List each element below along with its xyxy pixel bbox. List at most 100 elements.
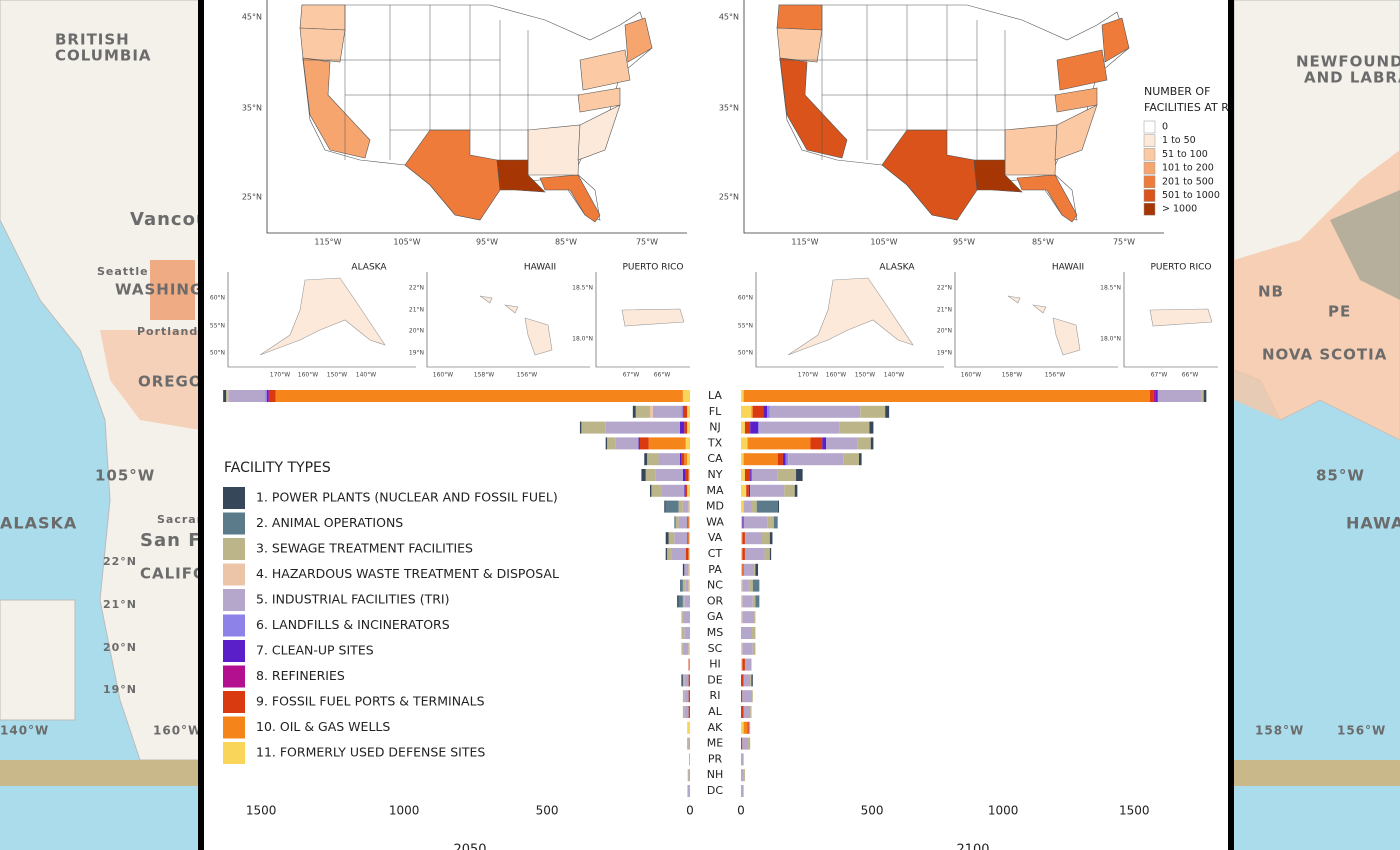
bar-segment bbox=[751, 674, 753, 687]
category-label: LA bbox=[708, 389, 722, 402]
legend-label: 4. HAZARDOUS WASTE TREATMENT & DISPOSAL bbox=[256, 566, 559, 581]
bar-segment bbox=[741, 484, 747, 497]
background-label: HAWA bbox=[1346, 514, 1400, 533]
bar-segment bbox=[1203, 390, 1207, 402]
bar-segment bbox=[682, 642, 689, 655]
bar-segment bbox=[682, 500, 689, 513]
bar-segment bbox=[684, 563, 689, 576]
bar-segment bbox=[741, 785, 744, 797]
map-legend-swatch bbox=[1143, 148, 1156, 161]
bar-segment bbox=[742, 611, 755, 624]
inset-axis bbox=[954, 272, 1118, 368]
bar-segment bbox=[742, 658, 745, 671]
bar-segment bbox=[769, 532, 773, 545]
bar-segment bbox=[681, 627, 685, 639]
inset-title: ALASKA bbox=[879, 263, 915, 273]
background-label: ALASKA bbox=[0, 514, 77, 533]
map-legend-label: 501 to 1000 bbox=[1162, 190, 1220, 201]
bar-segment bbox=[741, 453, 744, 466]
lat-label: 25°N bbox=[242, 193, 262, 202]
inset-lat-label: 60°N bbox=[210, 295, 225, 302]
bar-segment bbox=[743, 390, 1150, 402]
bar-segment bbox=[684, 595, 690, 608]
bar-segment bbox=[759, 421, 840, 434]
map-legend-label: 201 to 500 bbox=[1162, 176, 1214, 187]
legend-swatch bbox=[223, 589, 245, 611]
inset-axis bbox=[227, 272, 416, 368]
state bbox=[1054, 87, 1098, 113]
bar-segment bbox=[685, 437, 690, 450]
category-label: CT bbox=[708, 547, 723, 560]
bar-segment bbox=[741, 769, 744, 782]
bar-segment bbox=[752, 642, 756, 655]
bar-segment bbox=[742, 690, 752, 703]
bar-segment bbox=[742, 595, 753, 608]
bar-segment bbox=[858, 453, 862, 466]
bar-segment bbox=[741, 516, 743, 529]
map-legend-swatch bbox=[1143, 189, 1156, 202]
bar-segment bbox=[651, 484, 662, 497]
bar-segment bbox=[750, 421, 759, 434]
inset-axis bbox=[1123, 272, 1218, 368]
bar-segment bbox=[788, 453, 844, 466]
bar-segment bbox=[678, 516, 688, 529]
lon-label: 105°W bbox=[870, 238, 897, 247]
inset-land bbox=[1052, 317, 1081, 356]
category-label: VA bbox=[708, 531, 723, 544]
bar-segment bbox=[682, 405, 688, 418]
bar-segment bbox=[741, 579, 743, 592]
category-label: NH bbox=[707, 768, 724, 781]
bar-segment bbox=[741, 390, 744, 402]
legend-label: 6. LANDFILLS & INCINERATORS bbox=[256, 617, 450, 632]
bar-segment bbox=[751, 500, 757, 513]
bar-segment bbox=[688, 500, 690, 513]
bar-segment bbox=[688, 690, 690, 703]
bar-segment bbox=[681, 405, 683, 418]
bar-segment bbox=[1201, 390, 1204, 402]
inset-lat-label: 22°N bbox=[937, 285, 952, 292]
background-label: 156°W bbox=[1337, 724, 1386, 738]
x-tick-label: 1500 bbox=[1119, 804, 1150, 818]
inset-axis bbox=[595, 272, 690, 368]
bar-segment bbox=[688, 706, 690, 718]
bar-segment bbox=[741, 595, 743, 608]
bar-segment bbox=[741, 658, 743, 671]
map-legend-swatch bbox=[1143, 120, 1156, 134]
inset-lon-label: 140°W bbox=[884, 372, 904, 379]
bar-segment bbox=[743, 453, 778, 466]
bar-segment bbox=[742, 737, 748, 750]
legend-label: 7. CLEAN-UP SITES bbox=[256, 643, 374, 658]
inset-lon-label: 158°W bbox=[474, 372, 494, 379]
lon-label: 75°W bbox=[636, 238, 658, 247]
category-label: FL bbox=[709, 405, 722, 418]
bar-segment bbox=[750, 469, 752, 481]
state bbox=[779, 57, 848, 159]
bar-segment bbox=[754, 563, 756, 576]
category-label: AK bbox=[708, 721, 724, 734]
category-label: NY bbox=[708, 468, 723, 481]
legend-swatch bbox=[223, 538, 245, 560]
bar-segment bbox=[688, 658, 690, 671]
state bbox=[1056, 49, 1108, 91]
state bbox=[299, 4, 346, 31]
bar-segment bbox=[741, 548, 743, 560]
bar-segment bbox=[682, 690, 685, 703]
bar-segment bbox=[664, 500, 666, 513]
inset-lat-label: 50°N bbox=[738, 350, 753, 357]
background-label: NOVA SCOTIA bbox=[1262, 346, 1387, 364]
lon-label: 115°W bbox=[314, 238, 341, 247]
bar-segment bbox=[684, 421, 688, 434]
bar-segment bbox=[769, 405, 861, 418]
bar-segment bbox=[743, 563, 755, 576]
state bbox=[624, 17, 653, 63]
bar-segment bbox=[741, 563, 743, 576]
bar-segment bbox=[275, 390, 683, 402]
bar-segment bbox=[687, 453, 690, 466]
bar-segment bbox=[579, 421, 582, 434]
state bbox=[1054, 104, 1098, 161]
state bbox=[579, 49, 631, 91]
bar-segment bbox=[688, 737, 690, 750]
bar-segment bbox=[649, 405, 653, 418]
